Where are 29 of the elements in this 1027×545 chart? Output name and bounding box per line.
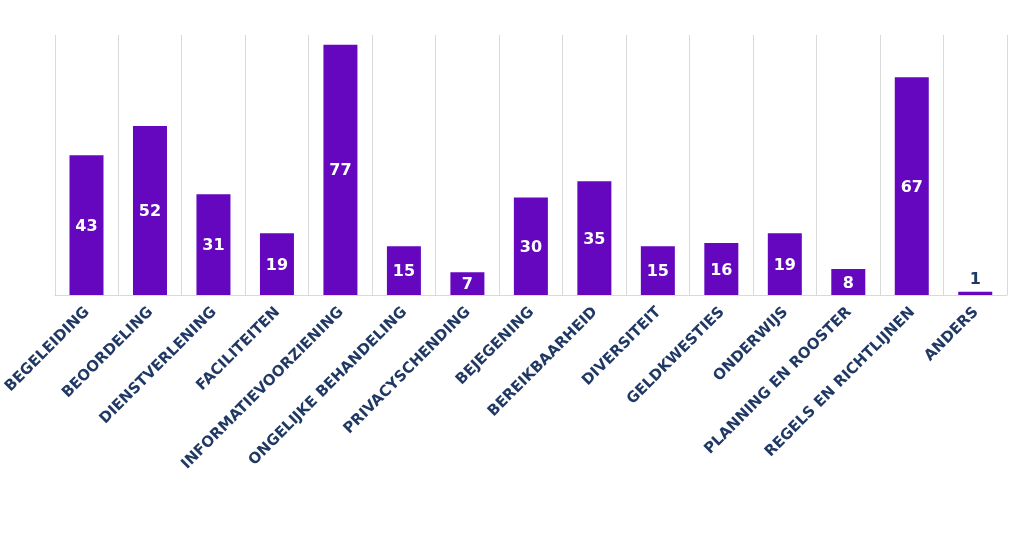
bar <box>323 44 358 295</box>
bar <box>513 197 548 295</box>
data-label: 19 <box>265 254 289 274</box>
bar <box>259 233 294 295</box>
bar <box>577 181 612 295</box>
data-label: 8 <box>842 272 854 292</box>
data-label: 67 <box>900 176 923 196</box>
data-label: 15 <box>392 261 416 281</box>
bar <box>196 194 231 295</box>
data-label: 1 <box>969 269 981 289</box>
data-label: 77 <box>329 160 352 180</box>
bar <box>958 291 993 295</box>
bar <box>450 272 485 295</box>
data-label: 31 <box>202 235 225 255</box>
bar <box>640 246 675 295</box>
bar <box>767 233 802 295</box>
data-label: 15 <box>646 261 669 281</box>
data-label: 19 <box>773 254 796 274</box>
bar <box>704 243 739 295</box>
bar <box>69 155 104 295</box>
data-label: 16 <box>710 259 733 279</box>
data-label: 30 <box>519 236 543 256</box>
bar <box>132 126 167 295</box>
data-label: 43 <box>75 215 98 235</box>
data-label: 35 <box>583 228 606 248</box>
data-label: 7 <box>461 274 473 294</box>
data-label: 52 <box>138 201 162 220</box>
bar <box>386 246 421 295</box>
bar <box>894 77 929 295</box>
